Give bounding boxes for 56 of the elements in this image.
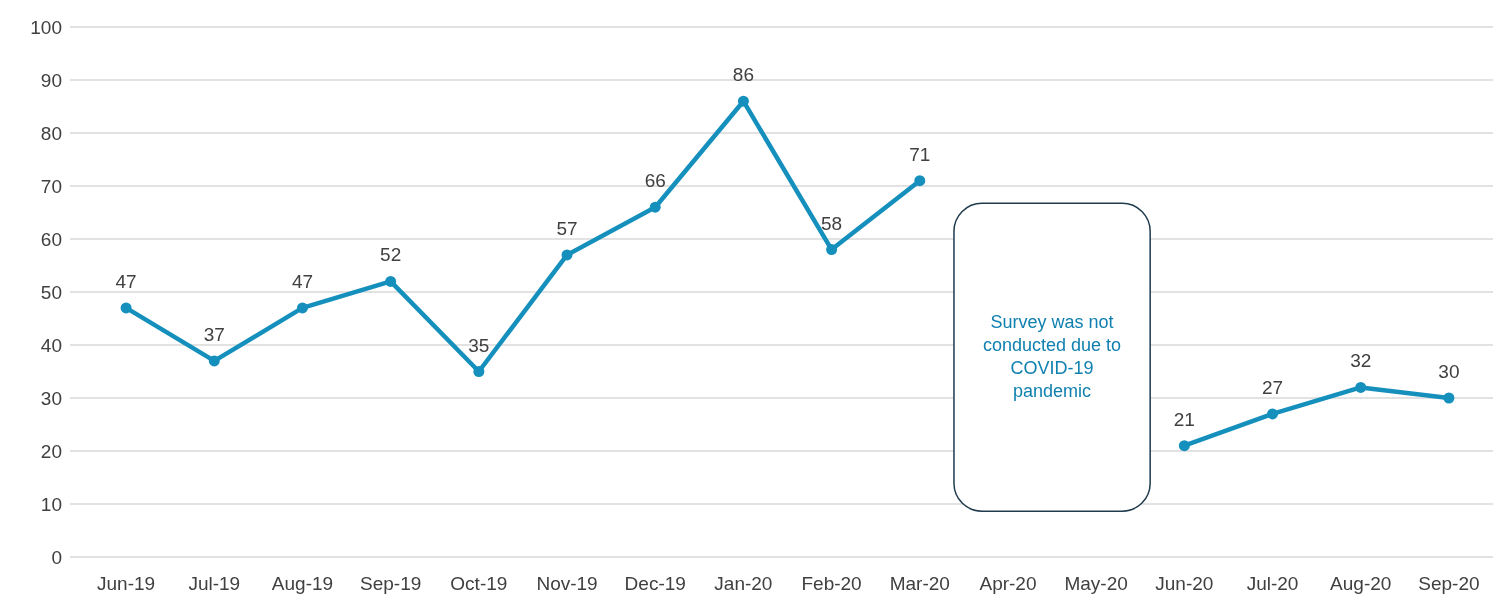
point <box>208 355 220 367</box>
data-label: 47 <box>291 270 314 292</box>
x-tick-label: Aug-20 <box>1330 573 1392 594</box>
y-tick-label: 10 <box>40 493 62 515</box>
point <box>737 95 749 107</box>
y-tick-label: 70 <box>40 175 62 197</box>
x-tick-label: Jul-20 <box>1246 573 1299 594</box>
x-tick-label: Jan-20 <box>714 573 773 594</box>
y-tick-label: 50 <box>40 281 62 303</box>
point <box>296 302 308 314</box>
x-tick-label: Jun-19 <box>97 573 156 594</box>
x-tick-label: Nov-19 <box>536 573 598 594</box>
data-label: 66 <box>644 170 666 192</box>
data-label: 35 <box>468 334 490 356</box>
point <box>649 201 661 213</box>
y-tick-label: 80 <box>40 122 62 144</box>
point <box>1355 381 1367 393</box>
data-label: 57 <box>556 217 578 239</box>
point <box>1178 440 1190 452</box>
point <box>914 175 926 187</box>
y-tick-label: 20 <box>40 440 62 462</box>
data-label: 21 <box>1173 408 1195 430</box>
x-tick-label: Sep-19 <box>360 573 422 594</box>
y-tick-label: 60 <box>40 228 62 250</box>
x-tick-label: Dec-19 <box>624 573 686 594</box>
x-tick-label: Jul-19 <box>188 573 241 594</box>
x-tick-label: Jun-20 <box>1155 573 1214 594</box>
y-tick-label: 40 <box>40 334 62 356</box>
data-label: 32 <box>1350 350 1372 372</box>
data-label: 47 <box>115 270 137 292</box>
data-label: 71 <box>909 143 931 165</box>
x-tick-label: Aug-19 <box>271 573 334 594</box>
x-tick-label: Oct-19 <box>450 573 508 594</box>
data-label: 52 <box>380 244 402 266</box>
y-tick-label: 0 <box>51 546 62 568</box>
point <box>473 366 485 377</box>
point <box>1443 392 1455 404</box>
point <box>1267 408 1279 420</box>
point <box>561 249 573 261</box>
data-label: 27 <box>1261 376 1284 398</box>
data-label: 30 <box>1438 361 1460 382</box>
x-tick-label: Apr-20 <box>979 573 1037 594</box>
y-tick-label: 90 <box>40 69 62 91</box>
x-tick-label: May-20 <box>1064 573 1128 594</box>
data-label: 37 <box>203 323 225 345</box>
x-tick-label: Mar-20 <box>889 573 950 594</box>
annotation: Survey was not conducted due to COVID-19 pandemic <box>983 311 1122 401</box>
x-tick-label: Sep-20 <box>1418 573 1480 594</box>
y-tick-label: 100 <box>30 16 62 38</box>
point <box>385 275 397 287</box>
data-label: 58 <box>821 212 843 234</box>
x-tick-label: Feb-20 <box>801 573 862 594</box>
y-tick-label: 30 <box>40 387 62 409</box>
point <box>120 302 132 314</box>
point <box>826 244 838 256</box>
data-label: 86 <box>732 64 754 86</box>
